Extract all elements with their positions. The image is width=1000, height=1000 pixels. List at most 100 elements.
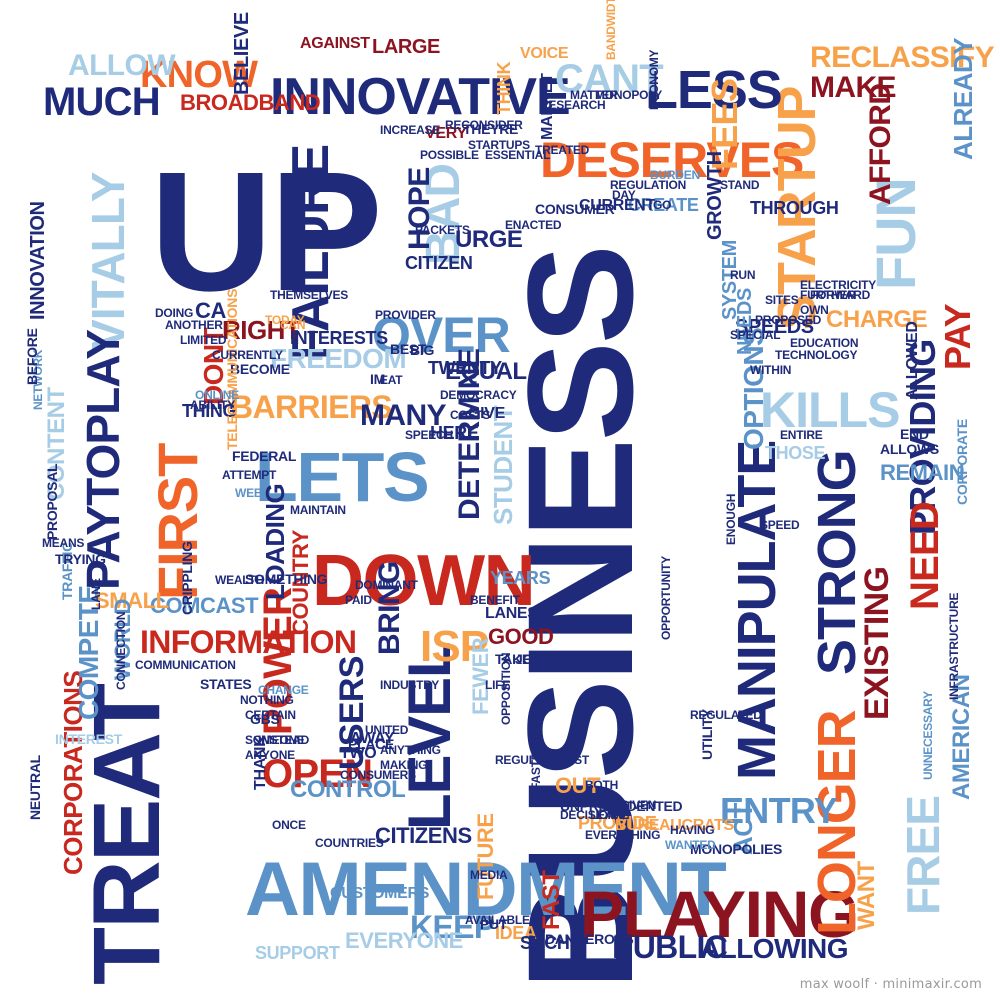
word-something: SOMETHING xyxy=(245,571,328,588)
word-can: CAN xyxy=(280,318,306,333)
word-speed: SPEED xyxy=(760,518,800,533)
word-small: SMALL xyxy=(95,588,169,614)
word-charge: CHARGE xyxy=(826,306,928,334)
word-bandwidth: BANDWIDTH xyxy=(604,0,618,60)
word-packets: PACKETS xyxy=(415,223,470,238)
word-vitally: VITALLY xyxy=(82,172,134,350)
word-limited: LIMITED xyxy=(180,333,227,348)
word-allow: ALLOW xyxy=(68,49,176,82)
word-industry: INDUSTRY xyxy=(380,678,439,693)
word-such: SUCH xyxy=(520,932,570,953)
word-having: HAVING xyxy=(670,823,715,838)
word-amendment: AMENDMENT xyxy=(245,846,727,932)
word-faster: FASTER xyxy=(529,744,543,790)
word-everything: EVERYTHING xyxy=(585,828,661,843)
word-gbs: GBS xyxy=(250,711,280,728)
word-speech: SPEECH xyxy=(405,428,453,443)
word-lets: LETS xyxy=(255,438,430,516)
word-entire: ENTIRE xyxy=(780,428,823,443)
word-maintain: MAINTAIN xyxy=(290,503,346,518)
word-possible: POSSIBLE xyxy=(420,148,479,163)
word-comcast: COMCAST xyxy=(150,593,259,619)
word-freedom: FREEDOM xyxy=(270,342,407,374)
word-big: BIG xyxy=(410,342,435,359)
word-need: NEED xyxy=(903,502,947,610)
word-support: SUPPORT xyxy=(255,942,340,963)
word-states: STATES xyxy=(200,676,252,693)
word-neutral: NEUTRAL xyxy=(27,755,43,820)
word-strong: STRONG xyxy=(807,450,867,675)
word-eat: EAT xyxy=(380,373,403,388)
word-here: HERE xyxy=(430,422,479,443)
word-unnecessary: UNNECESSARY xyxy=(921,691,935,780)
word-cant: CANT xyxy=(555,57,664,101)
word-pay: PAY xyxy=(937,304,978,370)
word-hope: HOPE xyxy=(403,167,436,250)
word-deserves: DESERVES xyxy=(540,132,804,188)
word-day: DAY xyxy=(612,188,636,203)
word-available: AVAILABLE xyxy=(465,913,530,928)
word-dominant: DOMINANT xyxy=(355,578,418,593)
word-isp: ISP xyxy=(420,622,489,672)
word-education: EDUCATION xyxy=(790,336,859,351)
word-equal: EQUAL xyxy=(445,358,527,386)
word-provider: PROVIDER xyxy=(375,308,436,323)
word-speeds: SPEEDS xyxy=(735,316,814,338)
word-regulationist: REGULATIONIST xyxy=(495,753,589,768)
word-burden: BURDEN xyxy=(650,168,700,183)
word-afford: AFFORD xyxy=(864,83,897,205)
word-put: PUT xyxy=(480,916,508,933)
word-lanes: LANES xyxy=(485,604,538,622)
word-theyre: THEYRE xyxy=(463,121,519,138)
word-run: RUN xyxy=(730,268,756,283)
word-wealth: WEALTH xyxy=(215,573,264,588)
word-decision: DECISION xyxy=(560,808,617,823)
word-through: THROUGH xyxy=(750,197,839,218)
word-own: OWN xyxy=(800,303,829,318)
word-making: MAKING xyxy=(380,758,428,773)
word-remain: REMAIN xyxy=(880,460,965,486)
word-barriers: BARRIERS xyxy=(230,389,393,426)
word-customers: CUSTOMERS xyxy=(330,884,430,902)
word-paid: PAID xyxy=(345,593,372,608)
word-doing: DOING xyxy=(155,306,194,321)
word-twenty: TWENTY xyxy=(428,357,502,378)
word-interest: INTEREST xyxy=(55,731,122,748)
word-monopolies: MONOPOLIES xyxy=(690,841,783,858)
word-essential: ESSENTIAL xyxy=(485,148,551,163)
word-allowing: ALLOWING xyxy=(700,932,848,964)
word-allows: ALLOWS xyxy=(880,441,939,458)
word-someone: SOMEONE xyxy=(245,733,305,748)
word-crippling: CRIPPLING xyxy=(179,541,195,615)
word-playing: PLAYING xyxy=(580,876,859,951)
word-fewer: FEWER xyxy=(468,637,493,715)
word-reconsider: RECONSIDER xyxy=(445,118,523,133)
word-instead: INSTEAD xyxy=(258,733,309,748)
word-telecommunications: TELECOMMUNICATIONS xyxy=(224,288,240,450)
word-create: CREATE xyxy=(628,194,699,215)
word-control: CONTROL xyxy=(290,776,406,804)
word-communication: COMMUNICATION xyxy=(135,658,236,673)
word-citizen: CITIZEN xyxy=(405,252,473,273)
word-know: KNOW xyxy=(140,53,258,96)
word-increase: INCREASE xyxy=(380,123,441,138)
word-those: THOSE xyxy=(765,442,826,463)
word-within: WITHIN xyxy=(750,363,792,378)
word-make: MAKE xyxy=(810,71,897,104)
word-first: FIRST xyxy=(146,443,209,600)
word-given: GIVEN xyxy=(620,798,657,813)
word-bureaucrats: BUREAUCRATS xyxy=(615,816,734,834)
word-consumer: CONSUMER xyxy=(535,201,615,218)
word-kills: KILLS xyxy=(760,382,900,438)
word-less: LESS xyxy=(645,60,783,121)
word-technology: TECHNOLOGY xyxy=(775,348,858,363)
word-everyone: EVERYONE xyxy=(345,928,463,954)
word-good: GOOD xyxy=(488,624,554,650)
word-benefit: BENEFIT xyxy=(470,593,520,608)
word-right: RIGHT xyxy=(222,314,301,345)
word-best: BEST xyxy=(390,341,427,358)
word-today: TODAY xyxy=(265,313,305,328)
word-startups: STARTUPS xyxy=(468,138,530,153)
word-forward: FORWARD xyxy=(810,288,871,303)
word-stand: STAND xyxy=(720,178,760,193)
